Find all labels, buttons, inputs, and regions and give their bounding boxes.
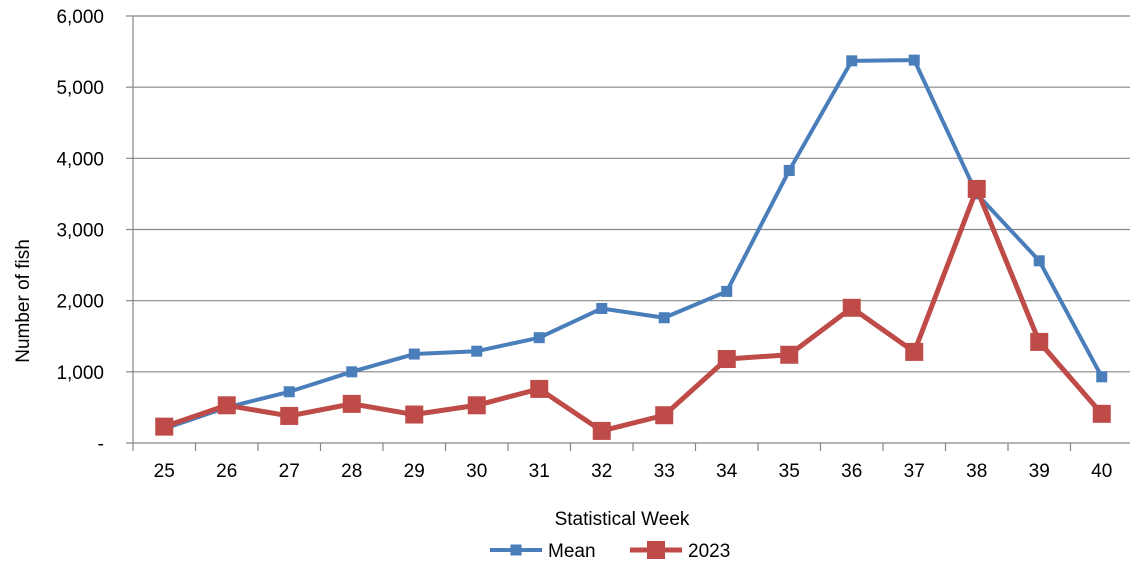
y-tick-label: - — [98, 434, 104, 455]
x-axis-ticks: 25 26 27 28 29 30 31 32 33 34 35 36 37 38 39 40 — [132, 443, 1112, 482]
x-tick-label: 26 — [216, 461, 237, 482]
x-tick-label: 29 — [404, 461, 425, 482]
data-point — [471, 345, 483, 357]
x-tick-label: 28 — [341, 461, 362, 482]
legend-swatch-marker — [510, 544, 522, 556]
data-point — [217, 396, 236, 415]
data-point — [155, 417, 174, 436]
x-tick-label: 27 — [279, 461, 300, 482]
x-tick-label: 38 — [966, 461, 987, 482]
y-tick-label: 4,000 — [56, 149, 104, 170]
data-point — [846, 55, 858, 67]
data-point — [408, 348, 420, 360]
data-point — [346, 366, 358, 378]
data-point — [1033, 255, 1045, 267]
x-tick-label: 36 — [841, 461, 862, 482]
series-mean — [158, 54, 1108, 435]
data-point — [467, 396, 486, 415]
x-tick-label: 39 — [1029, 461, 1050, 482]
data-point — [342, 394, 361, 413]
data-point — [655, 406, 674, 425]
x-tick-label: 30 — [466, 461, 487, 482]
legend-label: 2023 — [688, 541, 730, 562]
x-tick-label: 32 — [591, 461, 612, 482]
y-axis-title: Number of fish — [13, 239, 34, 363]
y-tick-label: 6,000 — [56, 7, 104, 28]
data-point — [530, 379, 549, 398]
data-point — [596, 302, 608, 314]
series-line — [163, 58, 1104, 431]
data-point — [905, 342, 924, 361]
data-point — [280, 406, 299, 425]
data-point — [533, 332, 545, 344]
series-layer — [155, 54, 1111, 440]
x-tick-label: 34 — [716, 461, 738, 482]
y-tick-label: 5,000 — [56, 78, 104, 99]
data-point — [658, 312, 670, 324]
data-point — [283, 386, 295, 398]
x-axis-title: Statistical Week — [555, 509, 690, 530]
x-tick-label: 31 — [529, 461, 550, 482]
data-point — [592, 421, 611, 440]
y-tick-label: 2,000 — [56, 292, 104, 313]
legend-label: Mean — [548, 541, 596, 562]
data-point — [967, 179, 986, 198]
series-2023 — [155, 179, 1111, 440]
y-tick-label: 1,000 — [56, 363, 104, 384]
x-tick-label: 37 — [904, 461, 925, 482]
data-point — [783, 164, 795, 176]
legend-item: Mean — [490, 541, 596, 562]
series-line — [163, 186, 1104, 434]
data-point — [405, 405, 424, 424]
x-tick-label: 25 — [154, 461, 175, 482]
data-point — [1030, 332, 1049, 351]
data-point — [1092, 404, 1111, 423]
y-tick-label: 3,000 — [56, 221, 104, 242]
x-tick-label: 40 — [1091, 461, 1112, 482]
y-axis-ticks: - 1,000 2,000 3,000 4,000 5,000 6,000 — [56, 7, 133, 455]
legend: Mean 2023 — [490, 541, 730, 562]
data-point — [780, 345, 799, 364]
data-point — [717, 350, 736, 369]
data-point — [908, 54, 920, 66]
gridlines — [133, 15, 1130, 373]
x-tick-label: 33 — [654, 461, 675, 482]
legend-item: 2023 — [630, 541, 730, 562]
data-point — [721, 285, 733, 297]
legend-swatch-marker — [647, 541, 665, 559]
data-point — [1096, 371, 1108, 383]
x-tick-label: 35 — [779, 461, 800, 482]
data-point — [842, 298, 861, 317]
